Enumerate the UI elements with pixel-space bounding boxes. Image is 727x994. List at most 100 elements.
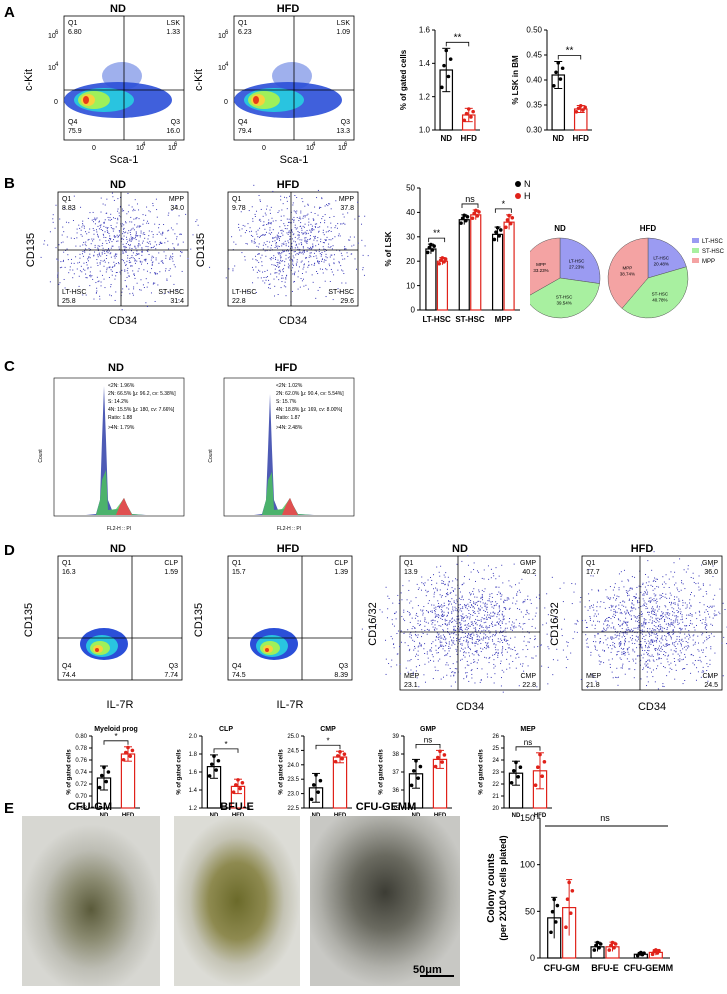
data-point <box>607 948 612 952</box>
y-axis-label: (per 2X10^4 cells plated) <box>498 835 508 940</box>
data-point <box>128 754 132 758</box>
y-tick-label: 36 <box>392 788 399 794</box>
svg-text:4: 4 <box>312 142 316 148</box>
svg-text:Ratio: 1.88: Ratio: 1.88 <box>108 415 132 421</box>
svg-text:CD34: CD34 <box>109 315 137 327</box>
svg-text:37.8: 37.8 <box>340 205 354 212</box>
svg-text:ND: ND <box>108 362 124 374</box>
svg-text:HFD: HFD <box>631 543 654 555</box>
svg-text:ND: ND <box>110 543 126 555</box>
data-point <box>553 920 558 924</box>
svg-text:>4N: 2.48%: >4N: 2.48% <box>276 425 303 431</box>
data-point <box>497 234 501 238</box>
y-tick-label: 40 <box>406 208 415 217</box>
chart-title: GMP <box>420 726 436 733</box>
significance-bracket <box>445 41 470 47</box>
y-tick-label: 0.78 <box>75 746 87 752</box>
axis-label-x: Sca-1 <box>110 154 139 166</box>
svg-text:6: 6 <box>174 142 178 148</box>
bar-chart-a-gated: 1.0 1.2 1.4 1.6 % of gated cells ND HFD ** <box>399 26 480 143</box>
svg-text:1.33: 1.33 <box>166 29 180 36</box>
y-tick-label: 0.80 <box>75 734 87 740</box>
svg-text:LSK: LSK <box>167 20 181 27</box>
y-tick-label: 0.70 <box>75 794 87 800</box>
data-point <box>472 211 476 216</box>
svg-text:Q3: Q3 <box>341 119 350 126</box>
x-tick-label: ND <box>512 813 521 819</box>
data-point <box>538 752 542 757</box>
svg-text:22.8: 22.8 <box>522 682 536 689</box>
data-point <box>336 754 340 758</box>
svg-text:LT-HSC: LT-HSC <box>62 289 86 296</box>
svg-text:4N: 15.5% [μ: 180, cv: 7.66%]: 4N: 15.5% [μ: 180, cv: 7.66%] <box>108 407 175 413</box>
chart-title: CMP <box>320 726 336 733</box>
data-point <box>574 110 579 114</box>
data-point <box>576 106 581 111</box>
x-tick-label: ST-HSC <box>455 315 485 324</box>
svg-text:S: 15.7%: S: 15.7% <box>276 399 297 405</box>
svg-text:Count: Count <box>208 449 214 463</box>
svg-text:GMP: GMP <box>702 560 718 567</box>
pie-title: ND <box>554 224 566 233</box>
svg-text:25.8: 25.8 <box>62 298 76 305</box>
pie-slice <box>607 237 649 309</box>
svg-text:79.4: 79.4 <box>238 128 252 135</box>
y-tick-label: 24.5 <box>287 748 299 754</box>
data-point <box>104 779 108 784</box>
data-point <box>234 783 238 787</box>
svg-text:4: 4 <box>55 62 59 68</box>
svg-text:6: 6 <box>344 142 348 148</box>
data-point <box>462 118 467 123</box>
pie-title: HFD <box>640 224 657 233</box>
y-tick-label: 23.0 <box>287 792 299 798</box>
svg-text:10: 10 <box>218 65 226 72</box>
svg-text:Count: Count <box>38 449 44 463</box>
data-point <box>581 108 585 112</box>
data-point <box>495 225 500 230</box>
svg-text:MEP: MEP <box>586 673 602 680</box>
svg-text:GMP: GMP <box>520 560 536 567</box>
svg-text:Q4: Q4 <box>62 663 71 670</box>
significance-label: ns <box>424 735 432 744</box>
svg-text:Q1: Q1 <box>232 560 241 567</box>
pie-label: ST-HSC <box>652 291 669 296</box>
pie-label: 39.54% <box>556 301 571 306</box>
data-point <box>609 943 613 948</box>
x-tick-label: HFD <box>461 134 478 143</box>
data-point <box>100 773 104 778</box>
svg-text:8.39: 8.39 <box>334 672 348 679</box>
data-point <box>333 759 338 764</box>
y-tick-label: 24.0 <box>287 763 299 769</box>
y-tick-label: 1.6 <box>419 26 431 35</box>
data-point <box>542 760 547 764</box>
svg-text:6: 6 <box>55 30 59 36</box>
data-point <box>470 216 475 221</box>
pie-label: ST-HSC <box>556 295 573 300</box>
y-tick-label: 0.45 <box>526 51 542 60</box>
data-point <box>594 943 598 948</box>
svg-text:Q1: Q1 <box>62 196 71 203</box>
svg-text:CD34: CD34 <box>638 701 666 713</box>
svg-text:ND: ND <box>452 543 468 555</box>
y-tick-label: 0.40 <box>526 76 542 85</box>
data-point <box>338 750 342 754</box>
flow-plot-b-hfd: HFD Q1 9.78 MPP 37.8 LT-HSC 22.8 ST-HSC 29.6… <box>195 179 369 327</box>
flow-plot-d-myeloid-hfd: HFD Q1 17.7 GMP 36.0 MEP 21.8 CMP 24.5 CD16/… <box>549 543 727 713</box>
bar <box>503 221 515 311</box>
data-point <box>409 783 414 788</box>
svg-text:LT-HSC: LT-HSC <box>702 239 724 245</box>
data-point <box>414 759 418 763</box>
pie-label: 33.23% <box>533 268 548 273</box>
data-point <box>570 889 575 893</box>
y-tick-label: 22.5 <box>287 806 299 812</box>
significance-label: ns <box>600 813 610 823</box>
svg-text:CD135: CD135 <box>195 233 207 267</box>
x-tick-label: ND <box>440 134 452 143</box>
data-point <box>437 261 442 266</box>
data-point <box>492 237 497 242</box>
data-point <box>442 753 447 757</box>
y-tick-label: 23 <box>492 770 499 776</box>
y-tick-label: 1.4 <box>419 59 431 68</box>
y-tick-label: 0 <box>411 306 416 315</box>
